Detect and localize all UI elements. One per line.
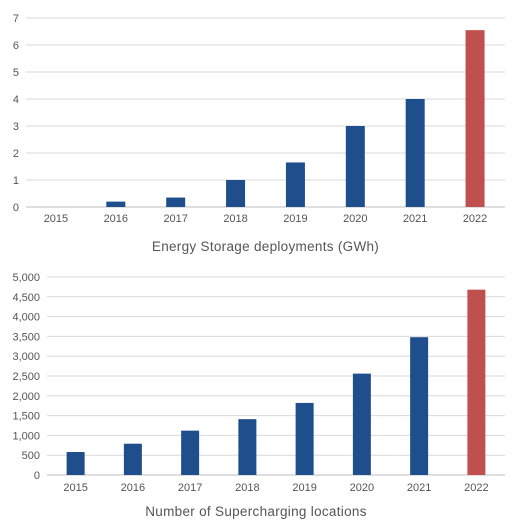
- y-tick-label: 0: [13, 202, 19, 214]
- x-tick-label: 2017: [178, 482, 202, 494]
- y-tick-label: 2: [13, 148, 19, 160]
- x-tick-label: 2021: [407, 482, 431, 494]
- y-tick-label: 5,000: [12, 272, 40, 284]
- y-tick-label: 5: [13, 67, 19, 79]
- x-tick-label: 2019: [292, 482, 316, 494]
- x-tick-label: 2016: [121, 482, 145, 494]
- x-tick-label: 2020: [350, 482, 374, 494]
- y-tick-label: 2,500: [12, 371, 40, 383]
- y-tick-label: 3,500: [12, 331, 40, 343]
- energy-storage-chart: 0 1 2 3 4 5 6 7 2015 2016 2017 2018 2019 2020 2021 2022…: [13, 13, 505, 254]
- x-tick-label: 2017: [163, 213, 187, 225]
- y-tick-label: 6: [13, 40, 19, 52]
- bar-2022: [467, 289, 486, 475]
- x-tick-label: 2022: [463, 213, 487, 225]
- x-tick-label: 2016: [104, 213, 128, 225]
- y-tick-label: 1: [13, 175, 19, 187]
- x-tick-label: 2020: [343, 213, 367, 225]
- y-tick-label: 7: [13, 13, 19, 25]
- x-tick-label: 2022: [464, 482, 488, 494]
- bar-2019: [295, 402, 314, 475]
- bar-2019: [285, 162, 305, 207]
- y-tick-label: 1,500: [12, 411, 40, 423]
- y-tick-label: 1,000: [12, 430, 40, 442]
- y-tick-label: 500: [22, 450, 40, 462]
- x-tick-label: 2015: [63, 482, 87, 494]
- x-tick-label: 2015: [44, 213, 68, 225]
- bar-2021: [405, 99, 425, 207]
- bar-2020: [345, 126, 365, 207]
- y-tick-label: 0: [34, 470, 40, 482]
- y-tick-label: 4,000: [12, 312, 40, 324]
- y-tick-label: 3: [13, 121, 19, 133]
- bar-2021: [410, 337, 429, 475]
- x-tick-label: 2018: [223, 213, 247, 225]
- chart-title: Energy Storage deployments (GWh): [152, 239, 379, 254]
- chart-title: Number of Supercharging locations: [145, 504, 367, 519]
- bar-2022: [465, 30, 485, 208]
- bar-2018: [226, 180, 246, 207]
- bar-2020: [352, 373, 371, 475]
- bar-2017: [181, 430, 200, 475]
- bar-2015: [66, 452, 85, 475]
- y-tick-label: 4: [13, 94, 19, 106]
- bar-2016: [106, 201, 126, 207]
- x-tick-label: 2018: [235, 482, 259, 494]
- y-tick-label: 4,500: [12, 292, 40, 304]
- bar-2017: [166, 197, 186, 207]
- x-tick-label: 2019: [283, 213, 307, 225]
- bar-2018: [238, 419, 257, 475]
- x-tick-label: 2021: [403, 213, 427, 225]
- supercharging-chart: 0 500 1,000 1,500 2,000 2,500 3,000 3,500 4,000 4…: [12, 272, 505, 519]
- bar-2016: [123, 443, 142, 475]
- y-tick-label: 2,000: [12, 391, 40, 403]
- y-tick-label: 3,000: [12, 351, 40, 363]
